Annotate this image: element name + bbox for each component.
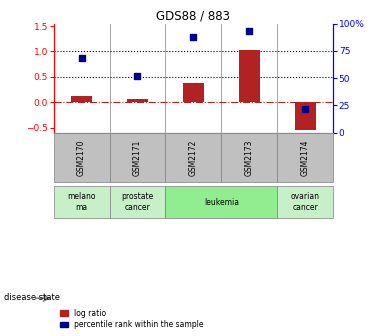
Bar (183, 83, 204, 102)
Text: melano
ma: melano ma (67, 193, 96, 212)
Bar (127, 99, 148, 102)
Title: GDS88 / 883: GDS88 / 883 (156, 9, 231, 23)
Bar (165, 186, 277, 218)
Text: GSM2171: GSM2171 (133, 139, 142, 176)
Legend: log ratio, percentile rank within the sample: log ratio, percentile rank within the sa… (57, 306, 207, 332)
Bar (221, 133, 277, 182)
Bar (54, 186, 110, 218)
Bar (110, 133, 165, 182)
Point (246, 29, 252, 34)
Point (79, 56, 85, 61)
Bar (54, 133, 110, 182)
Point (190, 34, 196, 39)
Text: GSM2170: GSM2170 (77, 139, 86, 176)
Text: GSM2174: GSM2174 (301, 139, 310, 176)
Bar (239, 50, 260, 102)
Bar (110, 186, 165, 218)
Bar (277, 186, 333, 218)
Text: leukemia: leukemia (204, 198, 239, 207)
Bar (295, 102, 316, 130)
Text: ovarian
cancer: ovarian cancer (291, 193, 320, 212)
Point (302, 106, 308, 111)
Text: disease state: disease state (4, 293, 60, 302)
Bar (277, 133, 333, 182)
Text: GSM2173: GSM2173 (245, 139, 254, 176)
Bar (165, 133, 221, 182)
Text: prostate
cancer: prostate cancer (121, 193, 154, 212)
Text: GSM2172: GSM2172 (189, 139, 198, 176)
Point (134, 73, 141, 79)
Bar (71, 96, 92, 102)
